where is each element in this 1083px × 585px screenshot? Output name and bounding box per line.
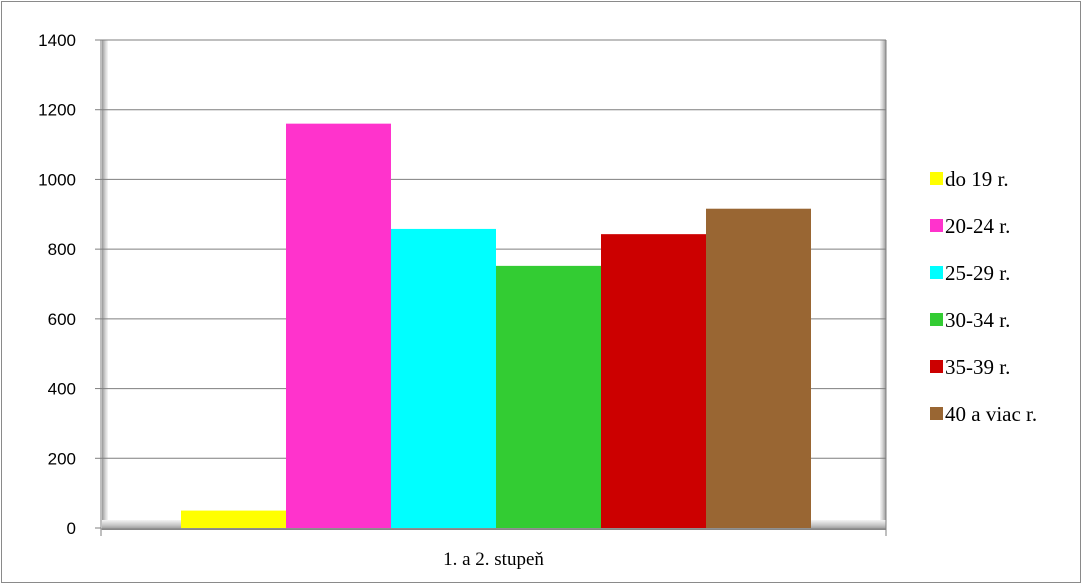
legend-label: 30-34 r.	[945, 308, 1010, 332]
legend-label: 35-39 r.	[945, 355, 1010, 379]
left-wall	[102, 40, 108, 530]
legend-label: 40 a viac r.	[945, 402, 1037, 426]
y-tick-label: 1400	[38, 31, 76, 50]
bar-do-19-r-	[181, 510, 286, 528]
legend: do 19 r. 20-24 r. 25-29 r. 30-34 r. 35-39 r.…	[930, 167, 1037, 426]
bar-35-39-r-	[601, 234, 706, 528]
x-category-label: 1. a 2. stupeň	[443, 549, 544, 570]
bars	[181, 123, 811, 529]
legend-swatch	[930, 172, 943, 185]
legend-label: do 19 r.	[945, 167, 1009, 191]
legend-label: 20-24 r.	[945, 214, 1010, 238]
y-axis-tick-labels: 0 200 400 600 800 1000 1200 1400	[38, 31, 76, 538]
y-tick-label: 0	[67, 519, 76, 538]
bar-25-29-r-	[391, 228, 496, 528]
legend-swatch	[930, 407, 943, 420]
legend-swatch	[930, 219, 943, 232]
legend-swatch	[930, 360, 943, 373]
legend-swatch	[930, 266, 943, 279]
y-tick-label: 400	[48, 380, 76, 399]
bar-20-24-r-	[286, 123, 391, 529]
axes	[95, 39, 887, 536]
x-axis-labels: 1. a 2. stupeň	[443, 549, 544, 570]
y-tick-label: 1200	[38, 101, 76, 120]
legend-label: 25-29 r.	[945, 261, 1010, 285]
bar-40-a-viac-r-	[706, 208, 811, 529]
y-tick-label: 1000	[38, 170, 76, 189]
y-tick-label: 600	[48, 310, 76, 329]
bar-30-34-r-	[496, 265, 601, 528]
y-tick-label: 800	[48, 240, 76, 259]
y-tick-label: 200	[48, 449, 76, 468]
right-wall	[880, 40, 886, 530]
legend-swatch	[930, 313, 943, 326]
